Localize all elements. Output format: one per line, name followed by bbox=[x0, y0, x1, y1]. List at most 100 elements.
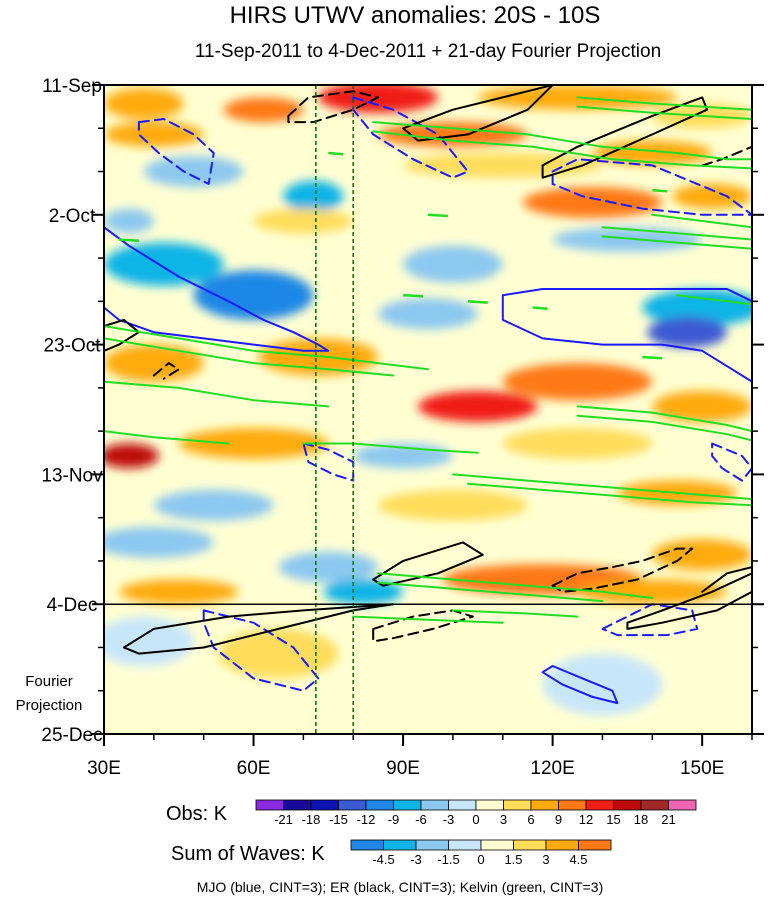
legend-swatch bbox=[350, 839, 384, 851]
x-tick-label: 90E bbox=[386, 758, 420, 779]
anomaly-cell bbox=[218, 628, 339, 679]
contour-note: MJO (blue, CINT=3); ER (black, CINT=3); … bbox=[197, 879, 604, 895]
legend-level-label: -12 bbox=[357, 812, 376, 827]
y-tick-label: 25-Dec bbox=[41, 725, 102, 746]
anomaly-cell bbox=[652, 390, 752, 422]
anomaly-cell bbox=[378, 122, 528, 147]
anomaly-cell bbox=[403, 152, 603, 178]
x-tick-label: 120E bbox=[530, 758, 574, 779]
mjo-contour bbox=[104, 226, 330, 352]
anomaly-cell bbox=[418, 390, 538, 422]
legend-swatch bbox=[558, 799, 587, 811]
legend-level-label: 1.5 bbox=[504, 852, 522, 867]
kelvin-contour-segment bbox=[532, 306, 548, 310]
legend-level-label: 9 bbox=[555, 812, 562, 827]
anomaly-cell bbox=[542, 653, 663, 716]
legend-swatch bbox=[503, 799, 532, 811]
anomaly-cell bbox=[104, 616, 194, 667]
anomaly-cell bbox=[647, 316, 728, 348]
obs-legend: Obs: K -21 -18 -15 -12 -9 -6 -3 0 3 6 9 12 15 18 21 bbox=[166, 799, 697, 827]
kelvin-contour bbox=[466, 482, 752, 507]
projection-label-line1: Fourier bbox=[25, 673, 73, 690]
kelvin-contour-segment bbox=[467, 300, 488, 304]
anomaly-cell bbox=[178, 428, 329, 459]
kelvin-contour-segment bbox=[652, 188, 668, 193]
projection-label-line2: Projection bbox=[16, 697, 83, 714]
legend-swatch bbox=[613, 799, 642, 811]
legend-swatch bbox=[668, 799, 697, 811]
anomaly-cell bbox=[104, 344, 204, 382]
kelvin-contour-segment bbox=[328, 151, 344, 156]
er-contour bbox=[372, 609, 474, 643]
er-contour bbox=[701, 566, 752, 593]
chart-subtitle: 11-Sep-2011 to 4-Dec-2011 + 21-day Fouri… bbox=[195, 41, 661, 62]
mjo-contour bbox=[551, 158, 752, 216]
anomaly-cell bbox=[662, 610, 743, 648]
legend-swatch bbox=[310, 799, 339, 811]
waves-legend: Sum of Waves: K -4.5 -3 -1.5 0 1.5 3 4.5 bbox=[171, 839, 612, 867]
legend-swatch bbox=[530, 799, 559, 811]
legend-level-label: 4.5 bbox=[569, 852, 587, 867]
kelvin-contour bbox=[302, 442, 479, 454]
kelvin-contour bbox=[601, 235, 752, 250]
legend-level-label: -3 bbox=[410, 852, 422, 867]
plot-area bbox=[92, 84, 764, 735]
kelvin-contour-segment bbox=[118, 238, 139, 243]
legend-swatch bbox=[545, 839, 579, 851]
anomaly-cell bbox=[403, 245, 503, 283]
anomaly-cell bbox=[283, 180, 344, 212]
kelvin-contour bbox=[377, 572, 654, 599]
legend-level-label: 15 bbox=[606, 812, 620, 827]
legend-level-label: 12 bbox=[579, 812, 593, 827]
kelvin-contour bbox=[104, 430, 230, 445]
kelvin-contour bbox=[576, 105, 752, 120]
legend-swatch bbox=[283, 799, 312, 811]
legend-level-label: -21 bbox=[274, 812, 293, 827]
kelvin-contour-segment bbox=[402, 293, 424, 298]
y-tick-label: 23-Oct bbox=[43, 336, 101, 357]
kelvin-contour bbox=[576, 405, 752, 433]
kelvin-contour bbox=[104, 325, 429, 371]
obs-legend-label: Obs: K bbox=[166, 803, 228, 825]
kelvin-contour bbox=[104, 337, 395, 377]
anomaly-cell bbox=[577, 579, 728, 605]
anomaly-cell bbox=[378, 489, 528, 521]
anomaly-cell bbox=[253, 208, 354, 234]
legend-swatch bbox=[383, 839, 417, 851]
anomaly-cell bbox=[104, 526, 214, 558]
er-contour bbox=[152, 362, 180, 380]
legend-level-label: 3 bbox=[500, 812, 507, 827]
anomaly-cell bbox=[522, 186, 663, 218]
legend-level-label: -3 bbox=[443, 812, 455, 827]
anomaly-cell bbox=[502, 363, 653, 401]
legend-swatch bbox=[585, 799, 614, 811]
legend-level-label: -6 bbox=[415, 812, 427, 827]
anomaly-cell bbox=[672, 183, 752, 209]
anomaly-field bbox=[104, 85, 752, 716]
legend-swatch bbox=[448, 799, 477, 811]
anomaly-cell bbox=[104, 443, 159, 469]
anomaly-cell bbox=[378, 298, 478, 330]
kelvin-contour bbox=[377, 581, 604, 603]
kelvin-contour bbox=[651, 213, 752, 229]
y-tick-label: 4-Dec bbox=[47, 595, 98, 616]
mjo-contour bbox=[501, 288, 752, 383]
mjo-contour bbox=[711, 442, 752, 482]
kelvin-contour-segment bbox=[427, 213, 449, 218]
kelvin-contour bbox=[372, 130, 752, 170]
x-tick-label: 60E bbox=[237, 758, 271, 779]
mjo-contour bbox=[352, 96, 469, 179]
y-tick-label: 2-Oct bbox=[49, 206, 96, 227]
legend-level-label: 0 bbox=[472, 812, 479, 827]
er-contour bbox=[122, 603, 395, 655]
legend-level-label: -18 bbox=[302, 812, 321, 827]
legend-level-label: -15 bbox=[329, 812, 348, 827]
er-contour bbox=[541, 96, 709, 179]
legend-swatch bbox=[640, 799, 669, 811]
kelvin-contour bbox=[601, 226, 752, 241]
x-tick-label: 150E bbox=[680, 758, 724, 779]
mjo-contour bbox=[137, 118, 215, 185]
anomaly-cell bbox=[104, 208, 154, 234]
legend-level-label: 21 bbox=[661, 812, 675, 827]
